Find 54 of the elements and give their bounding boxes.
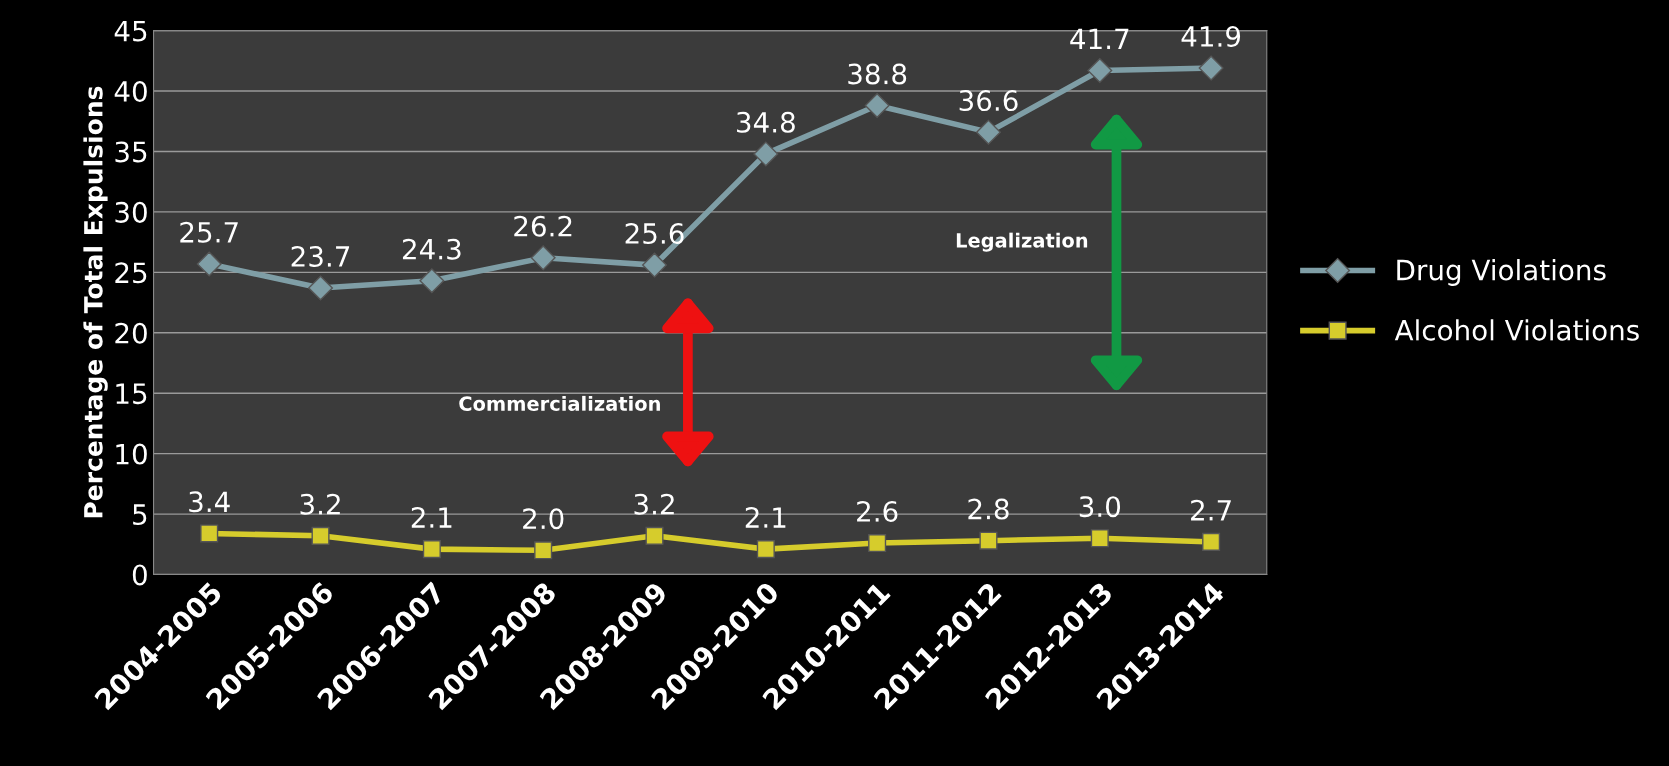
legend-label: Drug Violations	[1397, 259, 1606, 286]
point	[864, 93, 890, 119]
data-label: 2.6	[857, 500, 898, 522]
data-label: 24.3	[402, 238, 461, 260]
point	[868, 534, 887, 553]
y-tick-label: 35	[115, 141, 147, 163]
data-label: 26.2	[514, 215, 572, 237]
point	[975, 119, 1001, 145]
point	[422, 540, 441, 559]
data-label: 2.8	[968, 498, 1009, 520]
point	[1087, 58, 1113, 84]
y-tick-label: 25	[115, 262, 147, 284]
y-tick-label: 40	[114, 81, 147, 103]
y-axis-title: Percentage of Total Expulsions	[83, 86, 108, 518]
y-tick-label: 15	[116, 383, 147, 405]
point	[200, 524, 219, 543]
data-label: 2.1	[411, 507, 452, 528]
y-tick-label: 20	[115, 322, 147, 344]
legend-label: Alcohol Violations	[1394, 319, 1639, 341]
annotation: Commercialization	[459, 395, 660, 411]
point	[308, 275, 334, 301]
y-tick-label: 5	[133, 504, 147, 526]
point	[1090, 529, 1109, 548]
data-label: 3.4	[189, 491, 230, 513]
point	[1198, 55, 1224, 81]
point	[753, 141, 779, 167]
data-label: 25.6	[625, 223, 684, 245]
y-tick-label: 45	[114, 20, 147, 42]
data-label: 36.6	[959, 90, 1018, 112]
data-label: 2.1	[745, 507, 786, 528]
data-label: 3.0	[1079, 496, 1121, 518]
point	[419, 268, 445, 294]
data-label: 3.2	[634, 493, 674, 515]
point	[645, 526, 664, 545]
y-tick-label: 10	[116, 443, 147, 465]
point	[1202, 532, 1221, 551]
point	[756, 540, 775, 559]
point	[642, 252, 667, 278]
point	[196, 251, 222, 277]
data-label: 41.7	[1070, 28, 1129, 50]
point	[979, 531, 998, 550]
point	[534, 541, 553, 560]
data-label: 41.9	[1181, 26, 1241, 48]
data-label: 3.2	[300, 493, 340, 515]
data-label: 2.7	[1191, 499, 1231, 521]
data-label: 2.0	[523, 508, 564, 530]
data-label: 34.8	[737, 111, 795, 133]
data-label: 23.7	[291, 245, 350, 267]
point	[311, 526, 330, 545]
data-label: 38.8	[848, 63, 907, 85]
y-tick-label: 30	[115, 201, 147, 223]
annotation: Legalization	[956, 232, 1088, 252]
data-label: 25.7	[180, 221, 238, 243]
point	[530, 245, 556, 271]
